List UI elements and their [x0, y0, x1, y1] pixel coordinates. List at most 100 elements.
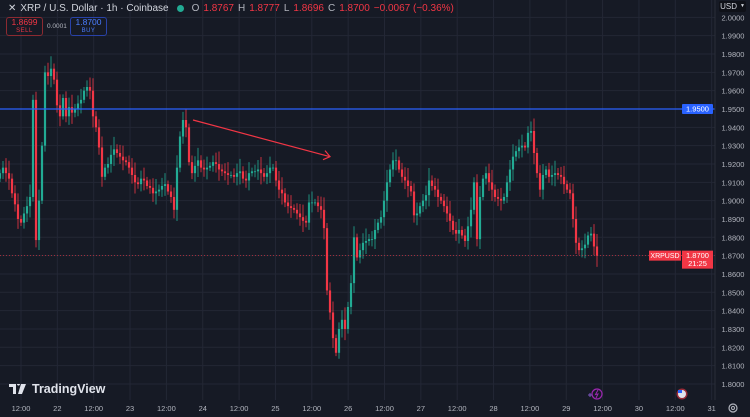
- candle: [97, 119, 101, 155]
- y-tick-label: 1.8600: [722, 270, 745, 279]
- candle-body: [157, 189, 161, 192]
- candle-body: [592, 233, 596, 247]
- settings-gear-icon[interactable]: [728, 403, 738, 413]
- candle: [196, 147, 200, 178]
- candle: [85, 80, 89, 97]
- y-tick-label: 1.8100: [722, 362, 745, 371]
- candle: [442, 194, 446, 213]
- candle: [355, 233, 359, 261]
- symbol-title[interactable]: XRP / U.S. Dollar · 1h · Coinbase: [20, 3, 169, 14]
- candle: [31, 94, 35, 202]
- candle-body: [505, 182, 509, 197]
- candle: [499, 187, 503, 211]
- candle-body: [205, 167, 209, 170]
- candle-body: [322, 209, 326, 229]
- y-tick-label: 1.9900: [722, 32, 745, 41]
- x-tick-label: 12:00: [230, 404, 249, 413]
- candle-body: [508, 169, 512, 183]
- candle-body: [544, 169, 548, 175]
- candle-body: [49, 68, 53, 77]
- candle-body: [178, 136, 182, 168]
- currency-dropdown[interactable]: USD ▼: [719, 1, 746, 12]
- candle: [187, 123, 191, 166]
- candle: [19, 215, 23, 226]
- chart-header: ✕ XRP / U.S. Dollar · 1h · Coinbase O 1.8…: [8, 3, 454, 14]
- candle: [91, 78, 95, 128]
- candle-body: [181, 119, 185, 137]
- candle: [103, 163, 107, 181]
- candle: [577, 237, 581, 255]
- candle: [67, 97, 71, 125]
- candle: [10, 173, 14, 198]
- candle-body: [238, 171, 242, 174]
- candle: [79, 88, 83, 114]
- candle-body: [67, 107, 71, 117]
- candle-body: [574, 218, 578, 243]
- change-value: −0.0067 (−0.36%): [373, 3, 454, 14]
- open-value: 1.8767: [203, 3, 234, 14]
- candle-body: [541, 174, 545, 190]
- candle: [565, 180, 569, 193]
- candle-body: [376, 222, 380, 230]
- sell-button[interactable]: 1.8699 SELL: [6, 17, 43, 36]
- candle: [304, 215, 308, 228]
- candle: [334, 334, 338, 357]
- candle-body: [223, 171, 227, 174]
- candle-body: [37, 200, 41, 241]
- candle: [520, 134, 524, 158]
- candle: [358, 243, 362, 264]
- candle: [22, 206, 26, 229]
- candle-body: [370, 239, 374, 240]
- candle: [310, 191, 314, 213]
- candle: [7, 160, 11, 190]
- candle-body: [403, 176, 407, 181]
- candle: [154, 179, 158, 205]
- candle: [49, 56, 53, 88]
- candle: [361, 233, 365, 259]
- candle-body: [391, 160, 395, 170]
- buy-button[interactable]: 1.8700 BUY: [70, 17, 107, 36]
- us-flag-event-icon[interactable]: [676, 388, 688, 400]
- price-axis[interactable]: [715, 0, 750, 400]
- candle: [439, 193, 443, 204]
- candle-body: [283, 193, 287, 203]
- tradingview-logo[interactable]: TradingView: [9, 382, 105, 396]
- candle-body: [463, 235, 467, 241]
- candle-body: [319, 206, 323, 210]
- candle-body: [142, 178, 146, 181]
- candle-body: [148, 185, 152, 188]
- candle: [415, 202, 419, 226]
- candle: [364, 228, 368, 255]
- candle: [526, 126, 530, 154]
- candle-body: [121, 156, 125, 161]
- candle-body: [583, 244, 587, 249]
- currency-label: USD: [720, 2, 737, 11]
- candle: [571, 183, 575, 228]
- candle-body: [481, 178, 485, 197]
- candle: [124, 156, 128, 166]
- candle: [265, 165, 269, 185]
- y-tick-label: 1.9100: [722, 178, 745, 187]
- candle-body: [211, 162, 215, 166]
- x-tick-label: 24: [199, 404, 207, 413]
- candle: [151, 178, 155, 202]
- event-icon[interactable]: [588, 388, 603, 400]
- candle: [472, 177, 476, 215]
- close-icon[interactable]: ✕: [8, 3, 17, 14]
- candle-body: [160, 185, 164, 190]
- candle: [139, 170, 143, 192]
- candle-body: [202, 167, 206, 170]
- candle: [463, 228, 467, 247]
- candle-body: [553, 173, 557, 175]
- candle: [211, 155, 215, 172]
- candle-body: [166, 184, 170, 192]
- candle: [427, 168, 431, 207]
- candle-body: [523, 145, 527, 148]
- candle-body: [100, 147, 104, 177]
- candle-body: [325, 228, 329, 291]
- trend-arrow[interactable]: [192, 119, 331, 161]
- x-tick-label: 23: [126, 404, 134, 413]
- candle: [379, 210, 383, 229]
- candle: [271, 163, 275, 171]
